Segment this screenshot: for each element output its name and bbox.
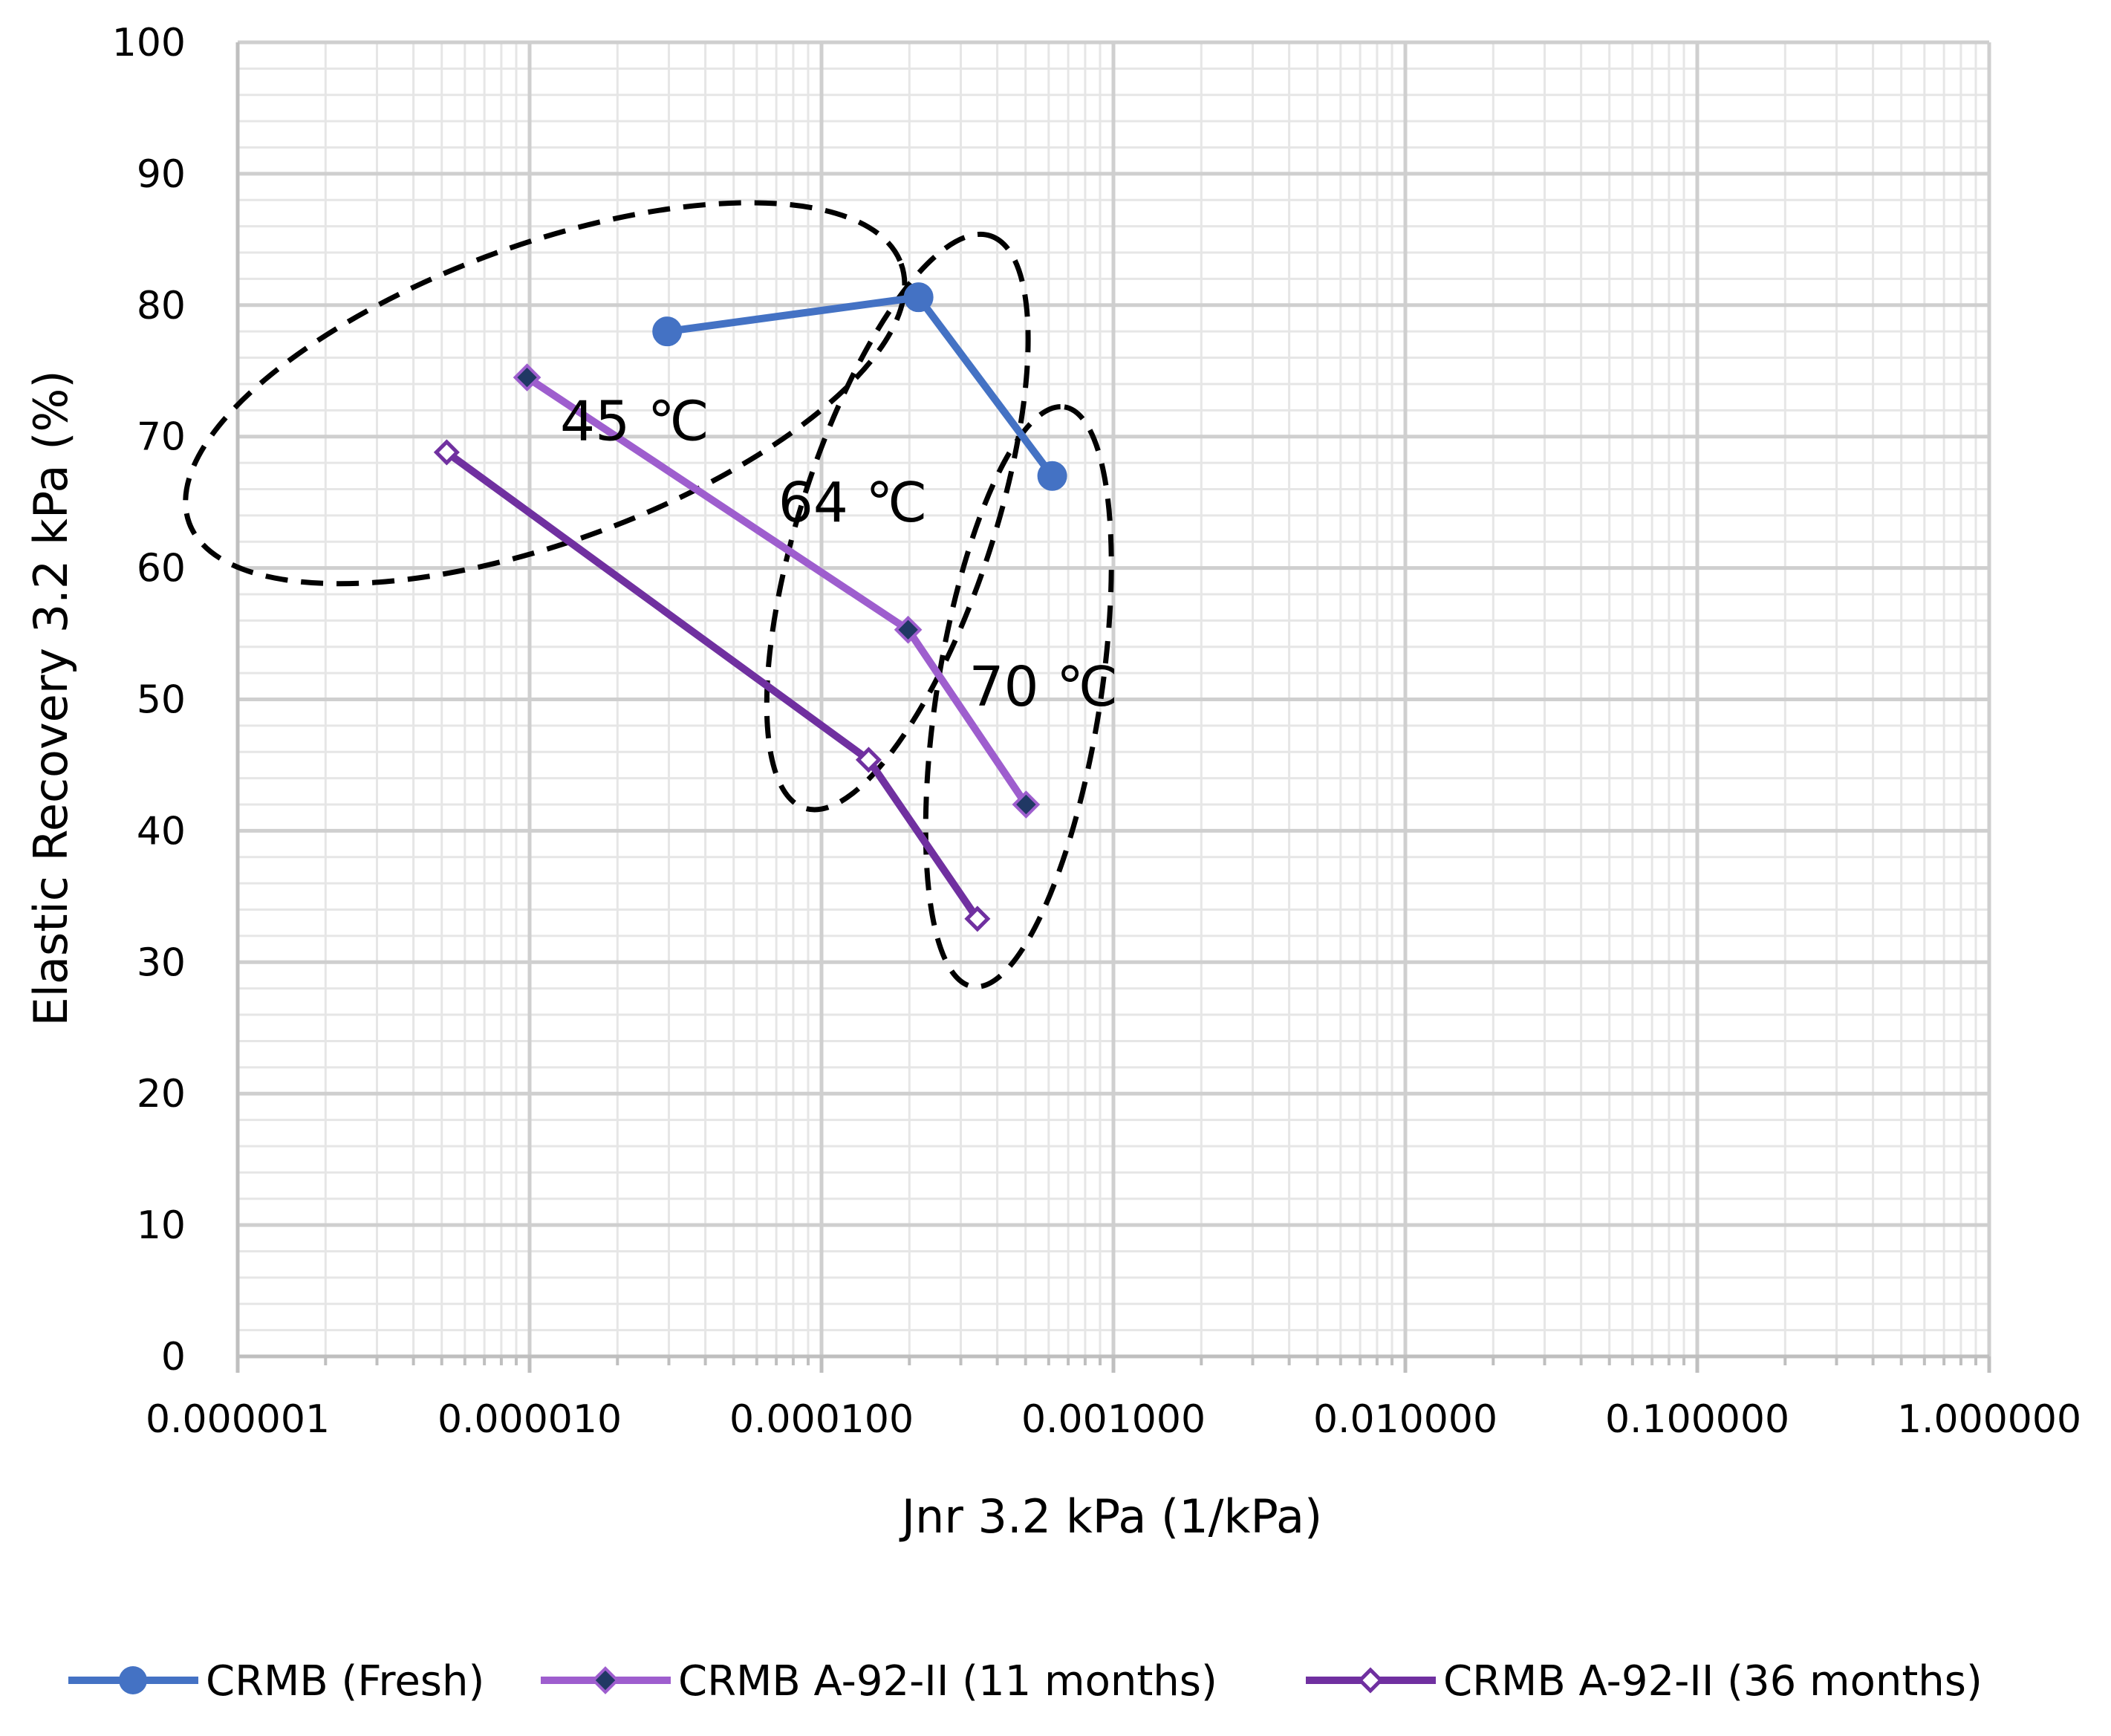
temperature-label: 45 ℃ <box>560 389 709 453</box>
y-tick-label: 60 <box>137 547 186 591</box>
series-1-point <box>1037 461 1067 491</box>
axes <box>235 42 1991 1373</box>
legend-item: CRMB A-92-II (36 months) <box>1306 1657 1982 1706</box>
x-tick-label: 0.000010 <box>438 1397 622 1442</box>
temperature-group-ellipse <box>923 403 1114 989</box>
series-2-point <box>513 363 541 391</box>
temperature-label: 64 ℃ <box>778 471 928 535</box>
legend: CRMB (Fresh) CRMB A-92-II (11 months) CRMB… <box>68 1657 1982 1706</box>
series-3-point <box>433 439 460 466</box>
legend-item: CRMB (Fresh) <box>68 1657 484 1706</box>
y-tick-label: 70 <box>137 415 186 460</box>
y-tick-label: 0 <box>161 1335 186 1379</box>
temperature-label: 70 ℃ <box>969 655 1118 719</box>
x-tick-label: 0.001000 <box>1021 1397 1206 1442</box>
temperature-group-ellipse <box>183 200 908 587</box>
legend-label: CRMB A-92-II (11 months) <box>678 1657 1217 1706</box>
y-tick-label: 90 <box>137 152 186 197</box>
y-tick-label: 100 <box>112 21 186 65</box>
x-tick-label: 0.010000 <box>1313 1397 1497 1442</box>
series-line-1 <box>666 293 1056 478</box>
series-1-point <box>903 282 934 313</box>
y-axis-title: Elastic Recovery 3.2 kPa (%) <box>24 370 78 1026</box>
x-tick-label: 0.000100 <box>729 1397 914 1442</box>
legend-swatch-marker <box>1357 1667 1384 1694</box>
annotation-labels: 45 ℃ 64 ℃ 70 ℃ <box>560 389 1118 718</box>
grid <box>235 40 1991 1359</box>
x-tick-label: 1.000000 <box>1897 1397 2081 1442</box>
series-1-point <box>652 316 683 347</box>
legend-label: CRMB A-92-II (36 months) <box>1443 1657 1982 1706</box>
series-2-point <box>1012 790 1041 819</box>
legend-label: CRMB (Fresh) <box>206 1657 484 1706</box>
series-3-point <box>964 906 991 932</box>
y-tick-label: 20 <box>137 1072 186 1116</box>
y-tick-label: 50 <box>137 678 186 723</box>
annotation-ellipses <box>183 200 1114 989</box>
temperature-group-ellipse <box>764 231 1031 813</box>
y-tick-label: 30 <box>137 940 186 985</box>
x-tick-label: 0.100000 <box>1605 1397 1789 1442</box>
x-tick-label: 0.000001 <box>146 1397 330 1442</box>
series-2-point <box>894 615 923 644</box>
y-tick-labels: 0 10 20 30 40 50 60 70 80 90 100 <box>112 21 186 1379</box>
y-tick-label: 40 <box>137 809 186 854</box>
series-3-point <box>855 747 882 773</box>
y-tick-label: 80 <box>137 284 186 328</box>
x-axis-title: Jnr 3.2 kPa (1/kPa) <box>899 1489 1323 1544</box>
legend-swatch-marker <box>591 1666 619 1694</box>
x-tick-labels: 0.000001 0.000010 0.000100 0.001000 0.010000… <box>146 1397 2081 1442</box>
legend-swatch-marker <box>119 1666 147 1694</box>
y-tick-label: 10 <box>137 1203 186 1248</box>
legend-item: CRMB A-92-II (11 months) <box>541 1657 1217 1706</box>
series-layer <box>433 282 1067 932</box>
